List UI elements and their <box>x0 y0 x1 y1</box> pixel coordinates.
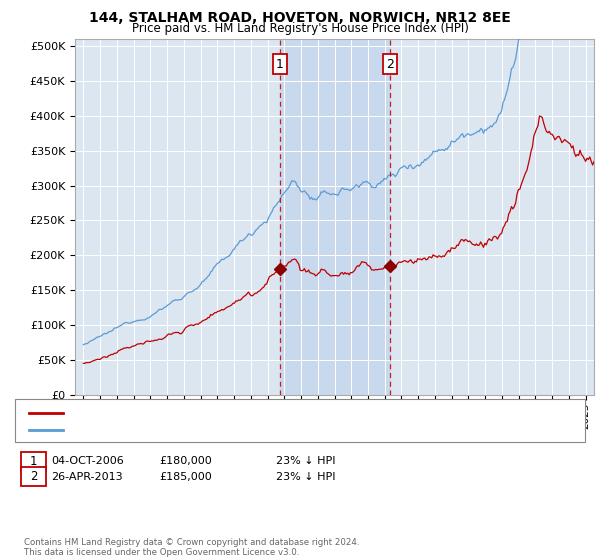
Text: Contains HM Land Registry data © Crown copyright and database right 2024.
This d: Contains HM Land Registry data © Crown c… <box>24 538 359 557</box>
Text: 23% ↓ HPI: 23% ↓ HPI <box>276 456 335 466</box>
Text: Price paid vs. HM Land Registry's House Price Index (HPI): Price paid vs. HM Land Registry's House … <box>131 22 469 35</box>
Text: 1: 1 <box>276 58 284 71</box>
Text: £180,000: £180,000 <box>159 456 212 466</box>
Text: 2: 2 <box>386 58 394 71</box>
Text: 04-OCT-2006: 04-OCT-2006 <box>51 456 124 466</box>
Text: 2: 2 <box>30 470 37 483</box>
Text: 144, STALHAM ROAD, HOVETON, NORWICH, NR12 8EE (detached house): 144, STALHAM ROAD, HOVETON, NORWICH, NR1… <box>67 408 428 418</box>
Text: £185,000: £185,000 <box>159 472 212 482</box>
Bar <box>280 39 390 395</box>
Text: 1: 1 <box>30 455 37 468</box>
Text: HPI: Average price, detached house, North Norfolk: HPI: Average price, detached house, Nort… <box>67 424 319 435</box>
Text: 26-APR-2013: 26-APR-2013 <box>51 472 122 482</box>
Text: 23% ↓ HPI: 23% ↓ HPI <box>276 472 335 482</box>
Text: 144, STALHAM ROAD, HOVETON, NORWICH, NR12 8EE: 144, STALHAM ROAD, HOVETON, NORWICH, NR1… <box>89 11 511 25</box>
